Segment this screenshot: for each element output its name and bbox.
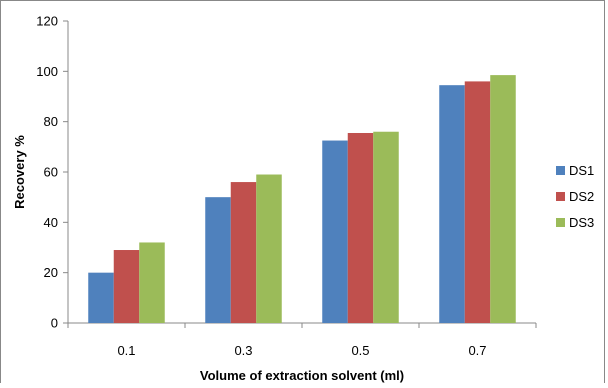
bar-ds3-0_7	[490, 75, 516, 323]
bar-ds3-0_3	[256, 174, 282, 323]
bar-ds2-0_5	[347, 132, 374, 323]
bar-ds1-0_3	[205, 197, 231, 323]
legend-label-ds3: DS3	[569, 215, 594, 230]
plot-area: 0 20 40 60 80 100 120 0.1 0.3 0.5 0.7	[36, 14, 537, 358]
bar-ds3-0_5	[373, 131, 399, 323]
y-tick-label: 120	[36, 14, 58, 29]
y-tick-label: 80	[44, 114, 58, 129]
bar-ds1-0_7	[439, 85, 465, 323]
x-tick-label: 0.1	[117, 343, 135, 358]
y-tick-label: 0	[51, 316, 58, 331]
bar-ds3-0_1	[139, 242, 165, 323]
legend-swatch-ds3	[556, 218, 565, 227]
bar-ds2-0_7	[464, 81, 491, 324]
x-axis-title: Volume of extraction solvent (ml)	[200, 368, 404, 383]
y-tick-label: 60	[44, 165, 58, 180]
legend-label-ds1: DS1	[569, 163, 594, 178]
y-axis-title: Recovery %	[12, 135, 27, 209]
y-tick-label: 40	[44, 215, 58, 230]
legend-swatch-ds2	[556, 192, 565, 201]
x-tick-label: 0.7	[468, 343, 486, 358]
y-tick-label: 20	[44, 265, 58, 280]
bar-ds2-0_1	[113, 250, 140, 323]
legend: DS1 DS2 DS3	[556, 163, 594, 230]
x-tick-label: 0.5	[351, 343, 369, 358]
bar-ds1-0_1	[88, 272, 114, 323]
bar-ds2-0_3	[230, 182, 257, 323]
bar-ds1-0_5	[322, 140, 348, 323]
x-tick-label: 0.3	[234, 343, 252, 358]
y-tick-label: 100	[36, 64, 58, 79]
legend-label-ds2: DS2	[569, 189, 594, 204]
legend-swatch-ds1	[556, 166, 565, 175]
